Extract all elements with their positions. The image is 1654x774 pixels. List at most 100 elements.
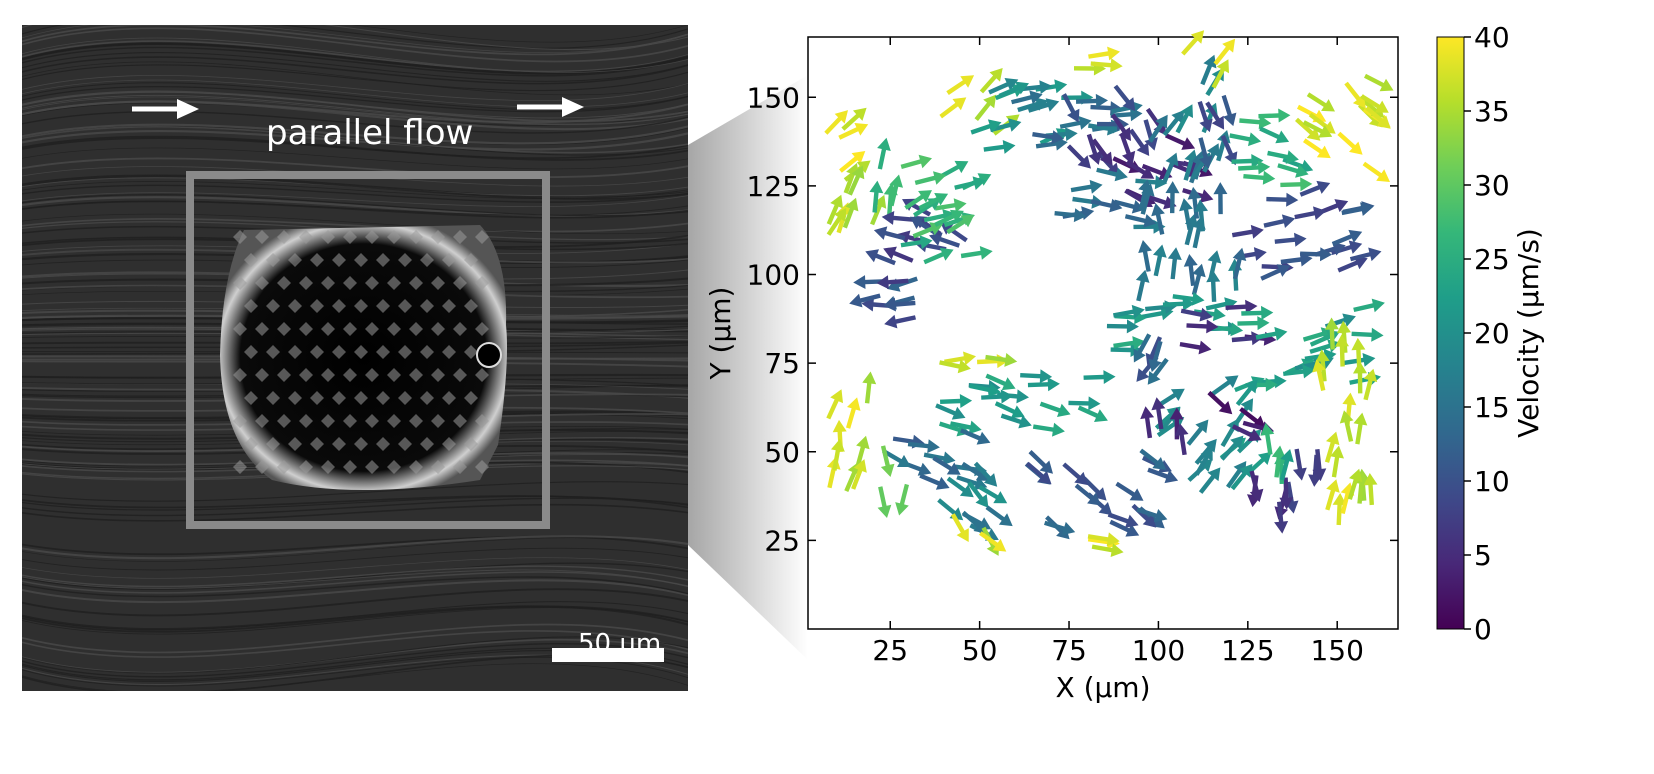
- velocity-arrow: [861, 297, 894, 312]
- velocity-arrow: [1140, 183, 1155, 215]
- velocity-arrow: [1351, 327, 1384, 342]
- velocity-arrow: [919, 473, 950, 490]
- velocity-arrow: [946, 75, 975, 95]
- colorbar-tick-label: 0: [1474, 613, 1492, 646]
- colorbar: [1436, 36, 1465, 630]
- velocity-arrow: [996, 389, 1029, 404]
- velocity-arrow: [883, 246, 914, 263]
- velocity-arrow: [853, 275, 886, 289]
- velocity-arrow: [1238, 160, 1271, 175]
- velocity-arrow: [842, 197, 859, 229]
- velocity-arrow: [970, 119, 1002, 135]
- defect-spot: [476, 342, 502, 368]
- velocity-arrow: [877, 486, 892, 518]
- velocity-arrow: [1302, 120, 1333, 138]
- velocity-arrow: [862, 371, 877, 404]
- colorbar-tick-label: 35: [1474, 95, 1510, 128]
- velocity-arrow: [1207, 390, 1233, 415]
- velocity-arrow: [839, 151, 866, 173]
- velocity-arrow: [1274, 501, 1289, 534]
- velocity-arrow: [1341, 202, 1374, 216]
- velocity-arrow: [1353, 412, 1368, 445]
- velocity-arrow: [877, 137, 891, 170]
- x-tick-label: 150: [1310, 634, 1363, 667]
- velocity-arrow: [1096, 151, 1120, 176]
- velocity-arrow: [1109, 519, 1140, 537]
- velocity-arrow: [1180, 307, 1213, 322]
- velocity-arrow: [1133, 333, 1152, 363]
- y-axis-label: Y (µm): [704, 287, 737, 381]
- velocity-arrow: [1091, 543, 1124, 557]
- flow-label: parallel flow: [266, 113, 474, 153]
- velocity-arrow: [1308, 112, 1336, 134]
- velocity-arrow: [1211, 322, 1244, 337]
- zoom-frame: [186, 171, 550, 529]
- velocity-arrow: [841, 107, 867, 131]
- velocity-arrow: [985, 505, 1013, 527]
- velocity-arrow: [1229, 132, 1262, 147]
- velocity-arrow: [838, 123, 869, 140]
- velocity-arrow: [1181, 30, 1205, 56]
- velocity-arrow: [1279, 449, 1294, 481]
- velocity-arrow: [1183, 254, 1198, 286]
- y-tick-label: 75: [764, 347, 800, 380]
- velocity-arrow: [1360, 94, 1389, 113]
- velocity-arrow: [1239, 115, 1272, 130]
- velocity-arrow: [1364, 73, 1394, 92]
- x-tick-label: 75: [1051, 634, 1087, 667]
- velocity-arrow: [1119, 133, 1136, 165]
- velocity-arrow: [1211, 59, 1229, 89]
- velocity-arrow: [1312, 359, 1326, 391]
- velocity-arrow: [1032, 130, 1065, 145]
- velocity-arrow: [1145, 194, 1177, 210]
- velocity-arrow: [1183, 149, 1198, 181]
- x-axis-label: X (µm): [1055, 671, 1150, 704]
- velocity-arrow: [1274, 232, 1307, 247]
- velocity-arrow: [998, 81, 1029, 98]
- velocity-arrow: [1315, 349, 1330, 382]
- velocity-arrow: [870, 194, 887, 226]
- velocity-arrow: [1068, 396, 1101, 411]
- velocity-arrow: [1280, 252, 1313, 267]
- velocity-arrow: [1349, 247, 1382, 262]
- velocity-arrow: [1249, 470, 1264, 503]
- velocity-arrow: [983, 140, 1016, 154]
- velocity-arrow: [978, 485, 1008, 504]
- y-tick-label: 50: [764, 436, 800, 469]
- velocity-arrow: [1197, 101, 1213, 133]
- velocity-arrow: [1339, 410, 1354, 442]
- velocity-arrow: [1020, 369, 1053, 384]
- velocity-arrow: [1087, 532, 1120, 547]
- x-tick-label: 100: [1132, 634, 1185, 667]
- velocity-arrow: [1148, 114, 1168, 143]
- velocity-arrow: [932, 456, 961, 475]
- velocity-arrow: [1186, 419, 1209, 446]
- x-tick-label: 50: [962, 634, 998, 667]
- velocity-arrow: [1303, 138, 1331, 159]
- velocity-arrow: [1151, 203, 1165, 235]
- velocity-arrow: [1342, 392, 1357, 425]
- velocity-arrow: [1070, 179, 1103, 194]
- velocity-arrow: [1231, 331, 1264, 346]
- velocity-arrow: [1074, 483, 1101, 506]
- velocity-arrow: [1260, 264, 1291, 281]
- velocity-arrow: [1107, 512, 1139, 528]
- velocity-arrow: [989, 118, 1022, 133]
- velocity-arrow: [1115, 481, 1144, 501]
- velocity-arrow: [826, 389, 843, 420]
- axes: 25 50 75 100 125 150 25 50 75 100 125 150: [747, 37, 1398, 667]
- velocity-arrow: [935, 403, 966, 420]
- velocity-arrow: [1245, 377, 1278, 392]
- velocity-arrow: [939, 97, 967, 119]
- velocity-arrow: [1165, 181, 1180, 214]
- velocity-arrow: [883, 297, 916, 312]
- velocity-arrow: [1151, 397, 1166, 430]
- y-tick-label: 125: [747, 170, 800, 203]
- velocity-arrow: [1353, 361, 1367, 394]
- velocity-arrow: [946, 476, 974, 498]
- velocity-arrow: [882, 449, 911, 467]
- velocity-arrow: [849, 293, 881, 308]
- velocity-arrow: [1000, 413, 1032, 429]
- x-tick-label: 25: [872, 634, 908, 667]
- velocity-arrow: [1243, 170, 1276, 185]
